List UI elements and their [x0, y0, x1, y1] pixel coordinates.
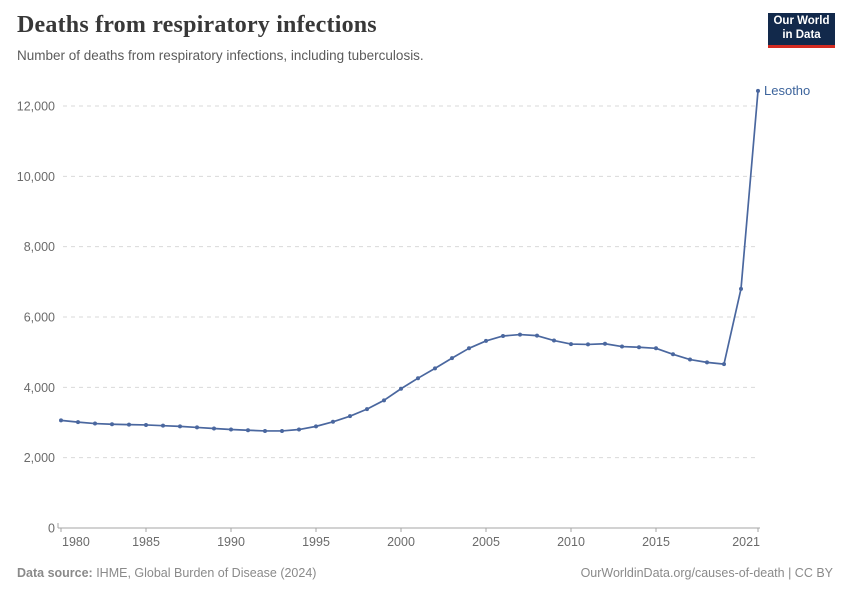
- data-point[interactable]: [654, 346, 658, 351]
- x-axis-label: 2010: [557, 535, 585, 549]
- credit-link[interactable]: OurWorldinData.org/causes-of-death | CC …: [580, 566, 833, 580]
- data-source-text: IHME, Global Burden of Disease (2024): [92, 566, 317, 580]
- chart-subtitle: Number of deaths from respiratory infect…: [17, 48, 424, 63]
- owid-logo-line2: in Data: [782, 29, 821, 41]
- data-point[interactable]: [399, 386, 403, 391]
- x-axis-label: 2021: [732, 535, 760, 549]
- entity-label[interactable]: Lesotho: [764, 85, 810, 98]
- data-point[interactable]: [195, 425, 199, 430]
- x-axis-label: 1980: [62, 535, 90, 549]
- owid-logo-line1: Our World: [773, 15, 830, 28]
- data-point[interactable]: [178, 424, 182, 429]
- data-point[interactable]: [314, 424, 318, 429]
- data-point[interactable]: [535, 333, 539, 338]
- data-line: [60, 90, 759, 432]
- y-axis-label: 12,000: [17, 100, 55, 114]
- y-axis-label: 4,000: [24, 381, 55, 395]
- x-axis-label: 2015: [642, 535, 670, 549]
- data-point[interactable]: [76, 420, 80, 425]
- data-point[interactable]: [433, 366, 437, 371]
- chart-header: Deaths from respiratory infections Numbe…: [17, 12, 750, 63]
- chart-title: Deaths from respiratory infections: [17, 12, 377, 38]
- data-point[interactable]: [756, 88, 760, 93]
- data-point[interactable]: [586, 342, 590, 347]
- data-source: Data source: IHME, Global Burden of Dise…: [17, 566, 316, 580]
- data-point[interactable]: [688, 357, 692, 362]
- data-point[interactable]: [110, 422, 114, 427]
- data-point[interactable]: [280, 428, 284, 433]
- data-point[interactable]: [637, 345, 641, 350]
- data-point[interactable]: [722, 362, 726, 367]
- data-point[interactable]: [569, 342, 573, 347]
- chart-footer: Data source: IHME, Global Burden of Dise…: [17, 566, 833, 580]
- data-point[interactable]: [246, 428, 250, 433]
- data-point[interactable]: [518, 332, 522, 337]
- data-point[interactable]: [59, 418, 63, 423]
- data-point[interactable]: [467, 346, 471, 351]
- line-chart[interactable]: 0 2,000 4,000 6,000 8,000 10,000 12,000 1980 198…: [0, 85, 850, 563]
- y-axis-label: 10,000: [17, 170, 55, 184]
- data-point[interactable]: [416, 376, 420, 381]
- y-axis-label: 0: [48, 522, 55, 536]
- data-point[interactable]: [671, 352, 675, 357]
- data-point[interactable]: [484, 338, 488, 343]
- data-point[interactable]: [739, 286, 743, 291]
- data-point[interactable]: [705, 360, 709, 365]
- data-point[interactable]: [365, 407, 369, 412]
- data-point[interactable]: [331, 419, 335, 424]
- data-point[interactable]: [450, 356, 454, 361]
- owid-logo[interactable]: Our World in Data: [768, 13, 835, 48]
- y-axis-label: 2,000: [24, 451, 55, 465]
- x-axis-label: 2000: [387, 535, 415, 549]
- data-point[interactable]: [297, 427, 301, 432]
- data-point[interactable]: [603, 341, 607, 346]
- data-point[interactable]: [161, 423, 165, 428]
- x-axis-label: 1985: [132, 535, 160, 549]
- data-point[interactable]: [620, 344, 624, 349]
- data-source-label: Data source:: [17, 566, 93, 580]
- x-axis-label: 2005: [472, 535, 500, 549]
- data-point[interactable]: [212, 426, 216, 431]
- data-point[interactable]: [552, 338, 556, 343]
- x-axis-label: 1990: [217, 535, 245, 549]
- data-point[interactable]: [127, 422, 131, 427]
- data-point[interactable]: [229, 427, 233, 432]
- data-point[interactable]: [348, 414, 352, 419]
- data-point[interactable]: [144, 422, 148, 427]
- y-axis-label: 6,000: [24, 311, 55, 325]
- y-axis-label: 8,000: [24, 240, 55, 254]
- data-point[interactable]: [501, 333, 505, 338]
- data-point[interactable]: [382, 398, 386, 403]
- data-point[interactable]: [93, 421, 97, 426]
- x-axis-label: 1995: [302, 535, 330, 549]
- data-point[interactable]: [263, 428, 267, 433]
